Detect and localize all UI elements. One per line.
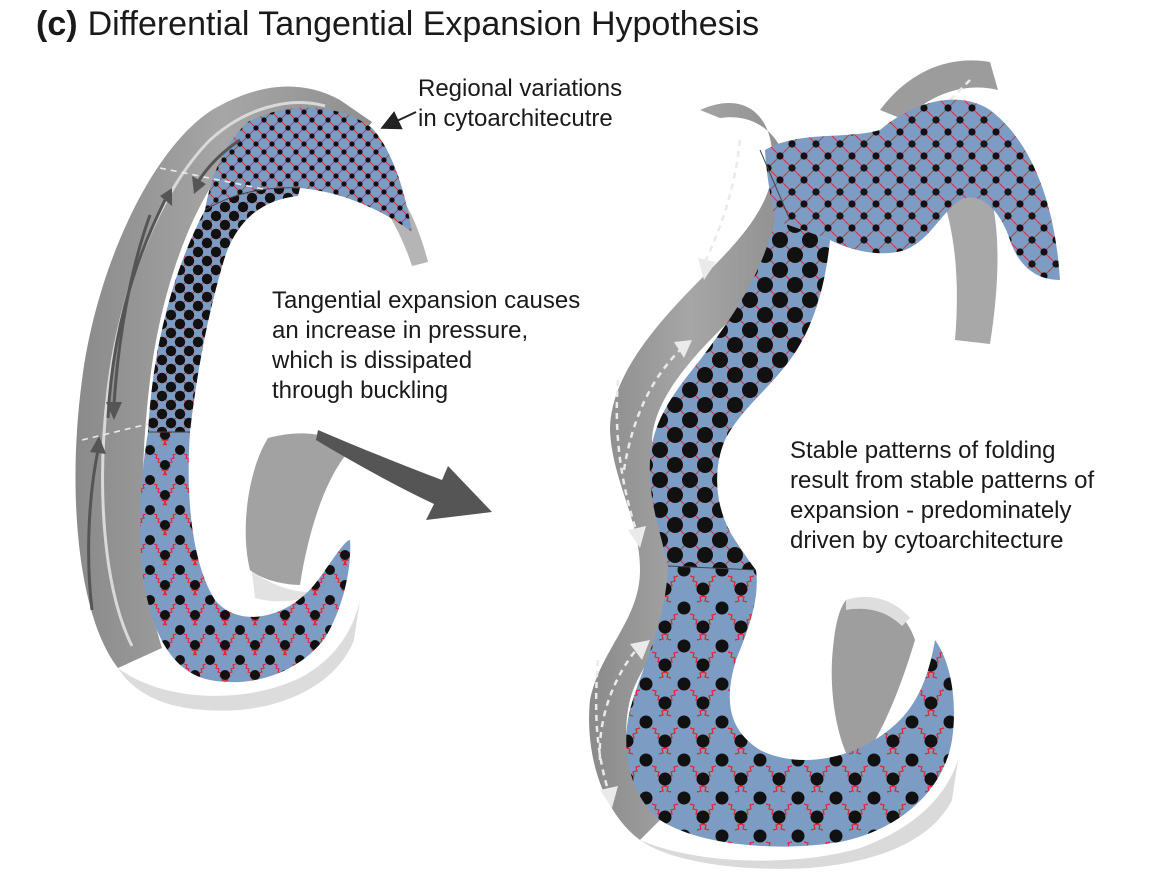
regional-variation-caption: Regional variations in cytoarchitecutre	[418, 74, 622, 134]
left-expansion-arrow-lower-head	[90, 436, 106, 454]
panel-label: (c)	[36, 5, 78, 43]
right-region-boundary-1	[759, 149, 791, 221]
left-ribbon-bottom-edge	[118, 600, 360, 711]
figure-title: (c) Differential Tangential Expansion Hyp…	[36, 4, 759, 44]
right-dash-arrow-3-head	[628, 526, 646, 548]
left-fold-model	[75, 86, 428, 711]
tangential-caption-line-4: through buckling	[272, 377, 449, 404]
right-dash-arrow-5	[594, 659, 610, 791]
regional-caption-line-1: Regional variations	[418, 75, 623, 102]
tangential-caption-line-1: Tangential expansion causes	[272, 287, 581, 314]
left-ribbon-tail-bottom-light	[252, 572, 320, 602]
left-expansion-arrow-lower	[87, 449, 100, 611]
title-text: Differential Tangential Expansion Hypoth…	[87, 5, 760, 43]
right-ribbon-tail-top	[940, 190, 998, 344]
left-expansion-arrow-down	[112, 214, 152, 406]
stable-caption-line-4: driven by cytoarchitecture	[790, 527, 1064, 554]
right-dash-arrow-2-head	[674, 340, 692, 358]
right-fold-model	[589, 60, 1060, 869]
left-dash-line-bottom	[81, 423, 149, 441]
left-tissue-fine-region	[205, 107, 412, 232]
left-tissue-dense-region	[148, 187, 300, 432]
right-dash-arrow-1-head	[698, 258, 716, 280]
right-ribbon-tail-bottom	[831, 599, 915, 770]
regional-pointer-arrow	[380, 111, 417, 130]
tangential-caption-line-2: an increase in pressure,	[272, 317, 529, 344]
left-expansion-arrow-up-head	[160, 188, 172, 206]
left-ribbon-tail-bottom	[245, 433, 352, 585]
right-tissue-dense-region	[649, 220, 830, 570]
stable-caption-line-1: Stable patterns of folding	[790, 437, 1056, 464]
stable-caption-line-3: expansion - predominately	[790, 497, 1072, 524]
right-region-boundary-2	[667, 565, 757, 571]
right-ribbon-tail-bottom-light	[846, 596, 910, 626]
stable-caption-line-2: result from stable patterns of	[790, 467, 1095, 494]
right-ribbon-bottom-edge	[640, 760, 958, 869]
stable-patterns-caption: Stable patterns of folding result from s…	[790, 436, 1094, 556]
right-dash-arrow-4	[598, 649, 637, 761]
right-tissue-sparse-region	[626, 566, 955, 847]
left-expansion-arrow-top	[196, 138, 241, 183]
right-dash-arrow-1	[703, 139, 742, 263]
right-ribbon-side-upper	[880, 60, 998, 120]
right-dash-arrow-5-head	[600, 786, 618, 808]
right-dash-arrow-3	[615, 379, 638, 531]
transition-arrow	[316, 430, 492, 520]
left-dash-line-top	[159, 167, 269, 191]
left-expansion-arrow-top-head	[192, 176, 206, 194]
right-tissue-fine-region	[765, 99, 1060, 280]
tangential-expansion-caption: Tangential expansion causes an increase …	[272, 286, 580, 406]
tangential-caption-line-3: which is dissipated	[272, 347, 473, 374]
right-dash-arrow-4-head	[630, 640, 650, 660]
regional-caption-line-2: in cytoarchitecutre	[418, 105, 613, 132]
left-expansion-arrow-down-head	[106, 402, 122, 420]
left-region-boundary-1	[204, 187, 301, 211]
left-tissue-sparse-region	[140, 432, 351, 683]
right-dash-arrow-2	[622, 349, 681, 471]
